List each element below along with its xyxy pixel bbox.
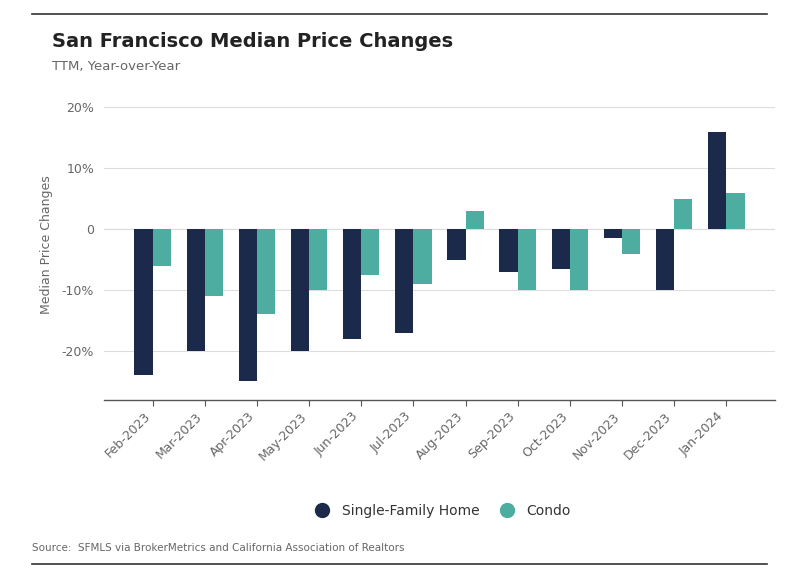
Bar: [257, 229, 275, 315]
Bar: [674, 199, 693, 229]
Bar: [343, 229, 361, 339]
Bar: [551, 229, 570, 269]
Bar: [186, 229, 205, 351]
Bar: [291, 229, 309, 351]
Bar: [361, 229, 380, 275]
Bar: [726, 193, 745, 229]
Bar: [656, 229, 674, 290]
Bar: [708, 132, 726, 229]
Bar: [499, 229, 518, 272]
Text: TTM, Year-over-Year: TTM, Year-over-Year: [52, 60, 180, 74]
Text: San Francisco Median Price Changes: San Francisco Median Price Changes: [52, 32, 453, 51]
Bar: [309, 229, 328, 290]
Bar: [413, 229, 431, 284]
Bar: [604, 229, 622, 238]
Bar: [622, 229, 640, 254]
Y-axis label: Median Price Changes: Median Price Changes: [41, 175, 54, 314]
Bar: [153, 229, 171, 266]
Bar: [447, 229, 466, 259]
Bar: [205, 229, 223, 296]
Bar: [466, 211, 483, 229]
Bar: [396, 229, 413, 333]
Legend: Single-Family Home, Condo: Single-Family Home, Condo: [303, 498, 576, 523]
Text: Source:  SFMLS via BrokerMetrics and California Association of Realtors: Source: SFMLS via BrokerMetrics and Cali…: [32, 543, 404, 553]
Bar: [239, 229, 257, 381]
Bar: [570, 229, 588, 290]
Bar: [134, 229, 153, 375]
Bar: [518, 229, 536, 290]
